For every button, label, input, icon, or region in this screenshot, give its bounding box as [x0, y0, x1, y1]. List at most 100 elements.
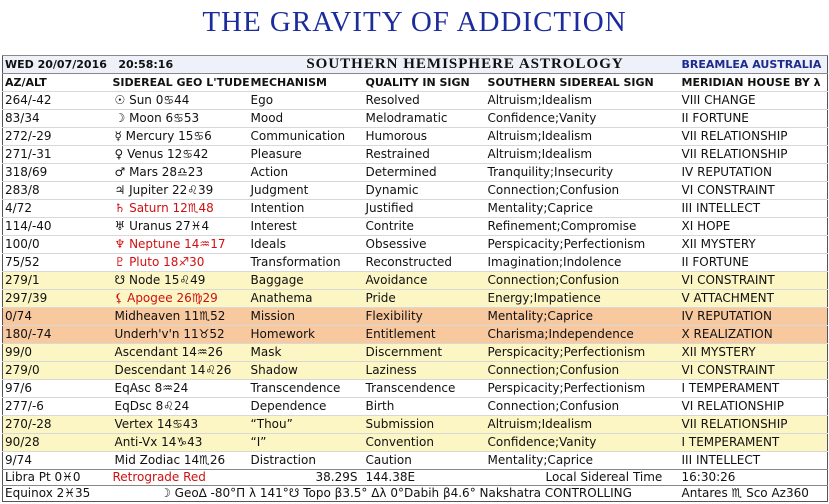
table-cell: V ATTACHMENT: [679, 289, 828, 308]
table-cell: Transcendence: [248, 379, 364, 398]
column-header: SIDEREAL GEO L'TUDE λ: [110, 73, 249, 92]
date: WED 20/07/2016: [5, 58, 107, 71]
table-cell: 297/39: [2, 289, 111, 308]
column-header: MERIDIAN HOUSE BY λ: [679, 73, 828, 92]
table-cell: ☉ Sun 0♋44: [110, 91, 249, 110]
table-body: WED 20/07/2016 20:58:16 SOUTHERN HEMISPH…: [2, 55, 828, 502]
table-row: 279/0 Descendant 14♌26 Shadow Laziness Conne…: [2, 361, 828, 380]
table-cell: Descendant 14♌26: [110, 361, 249, 380]
table-cell: ♂ Mars 28♎23: [110, 163, 249, 182]
table-cell: 0/74: [2, 307, 111, 326]
table-cell: Mood: [248, 109, 364, 128]
table-cell: Perspicacity;Perfectionism: [485, 235, 680, 254]
table-cell: Flexibility: [363, 307, 486, 326]
table-cell: Melodramatic: [363, 109, 486, 128]
table-cell: Distraction: [248, 451, 364, 470]
table-cell: 75/52: [2, 253, 111, 272]
table-row: 83/34 ☽ Moon 6♋53 Mood Melodramatic Confiden…: [2, 109, 828, 128]
table-cell: Action: [248, 163, 364, 182]
table-cell: ☿ Mercury 15♋6: [110, 127, 249, 146]
table-cell: ♃ Jupiter 22♌39: [110, 181, 249, 200]
table-cell: Laziness: [363, 361, 486, 380]
table-cell: Submission: [363, 415, 486, 434]
column-header: AZ/ALT: [2, 73, 111, 92]
table-cell: 318/69: [2, 163, 111, 182]
table-cell: Humorous: [363, 127, 486, 146]
table-cell: Altruism;Idealism: [485, 127, 680, 146]
table-cell: 180/-74: [2, 325, 111, 344]
table-cell: 4/72: [2, 199, 111, 218]
table-cell: “Thou”: [248, 415, 364, 434]
table-cell: XII MYSTERY: [679, 343, 828, 362]
table-cell: Connection;Confusion: [485, 397, 680, 416]
table-cell: 283/8: [2, 181, 111, 200]
libra-point: Libra Pt 0♓0: [2, 469, 111, 486]
table-cell: 97/6: [2, 379, 111, 398]
table-cell: Convention: [363, 433, 486, 452]
retrograde-note: Retrograde Red: [110, 469, 249, 486]
table-row: 279/1 ☋ Node 15♌49 Baggage Avoidance Connect…: [2, 271, 828, 290]
latitude: 38.29S: [248, 469, 364, 486]
table-cell: Connection;Confusion: [485, 361, 680, 380]
table-cell: 277/-6: [2, 397, 111, 416]
table-cell: Avoidance: [363, 271, 486, 290]
table-cell: Tranquility;Insecurity: [485, 163, 680, 182]
table-cell: Confidence;Vanity: [485, 433, 680, 452]
table-cell: Caution: [363, 451, 486, 470]
table-cell: Anathema: [248, 289, 364, 308]
table-cell: VI RELATIONSHIP: [679, 397, 828, 416]
table-cell: ♆ Neptune 14♒17: [110, 235, 249, 254]
table-cell: 271/-31: [2, 145, 111, 164]
table-cell: EqDsc 8♌24: [110, 397, 249, 416]
table-row: 100/0 ♆ Neptune 14♒17 Ideals Obsessive Persp…: [2, 235, 828, 254]
header-row: WED 20/07/2016 20:58:16 SOUTHERN HEMISPH…: [2, 55, 828, 74]
table-cell: Connection;Confusion: [485, 181, 680, 200]
table-row: 272/-29 ☿ Mercury 15♋6 Communication Humoro…: [2, 127, 828, 146]
table-cell: Imagination;Indolence: [485, 253, 680, 272]
column-header: SOUTHERN SIDEREAL SIGN: [485, 73, 680, 92]
table-cell: Anti-Vx 14♑43: [110, 433, 249, 452]
table-row: 75/52 ♇ Pluto 18♐30 Transformation Reconstr…: [2, 253, 828, 272]
table-cell: Resolved: [363, 91, 486, 110]
table-cell: Pride: [363, 289, 486, 308]
table-cell: III INTELLECT: [679, 199, 828, 218]
table-row: 0/74 Midheaven 11♏52 Mission Flexibility Men…: [2, 307, 828, 326]
table-cell: 270/-28: [2, 415, 111, 434]
table-row: 97/6 EqAsc 8♒24 Transcendence Transcendence…: [2, 379, 828, 398]
longitude: 144.38E: [363, 469, 486, 486]
table-row: 90/28 Anti-Vx 14♑43 “I” Convention Confidenc…: [2, 433, 828, 452]
table-cell: VI CONSTRAINT: [679, 361, 828, 380]
table-cell: ☽ Moon 6♋53: [110, 109, 249, 128]
table-row: 270/-28 Vertex 14♋43 “Thou” Submission Altru…: [2, 415, 828, 434]
table-row: 264/-42 ☉ Sun 0♋44 Ego Resolved Altruism;Ide…: [2, 91, 828, 110]
table-cell: Altruism;Idealism: [485, 145, 680, 164]
table-cell: ♅ Uranus 27♓4: [110, 217, 249, 236]
table-cell: 114/-40: [2, 217, 111, 236]
table-cell: Dependence: [248, 397, 364, 416]
table-cell: Determined: [363, 163, 486, 182]
table-cell: VII RELATIONSHIP: [679, 415, 828, 434]
lst-label: Local Sidereal Time: [485, 469, 680, 486]
lst-value: 16:30:26: [679, 469, 828, 486]
table-cell: Pleasure: [248, 145, 364, 164]
table-cell: Restrained: [363, 145, 486, 164]
table-cell: Judgment: [248, 181, 364, 200]
table-cell: XI HOPE: [679, 217, 828, 236]
table-cell: 279/1: [2, 271, 111, 290]
table-row: 4/72 ♄ Saturn 12♏48 Intention Justified Ment…: [2, 199, 828, 218]
table-cell: VII RELATIONSHIP: [679, 145, 828, 164]
table-row: 277/-6 EqDsc 8♌24 Dependence Birth Connectio…: [2, 397, 828, 416]
table-cell: I TEMPERAMENT: [679, 379, 828, 398]
table-cell: Birth: [363, 397, 486, 416]
table-cell: Interest: [248, 217, 364, 236]
table-cell: Discernment: [363, 343, 486, 362]
table-cell: Mentality;Caprice: [485, 199, 680, 218]
column-header: QUALITY IN SIGN: [363, 73, 486, 92]
table-row: 180/-74 Underh'v'n 11♉52 Homework Entitleme…: [2, 325, 828, 344]
table-cell: ♇ Pluto 18♐30: [110, 253, 249, 272]
table-cell: Homework: [248, 325, 364, 344]
table-cell: Obsessive: [363, 235, 486, 254]
table-cell: Connection;Confusion: [485, 271, 680, 290]
table-cell: Transcendence: [363, 379, 486, 398]
